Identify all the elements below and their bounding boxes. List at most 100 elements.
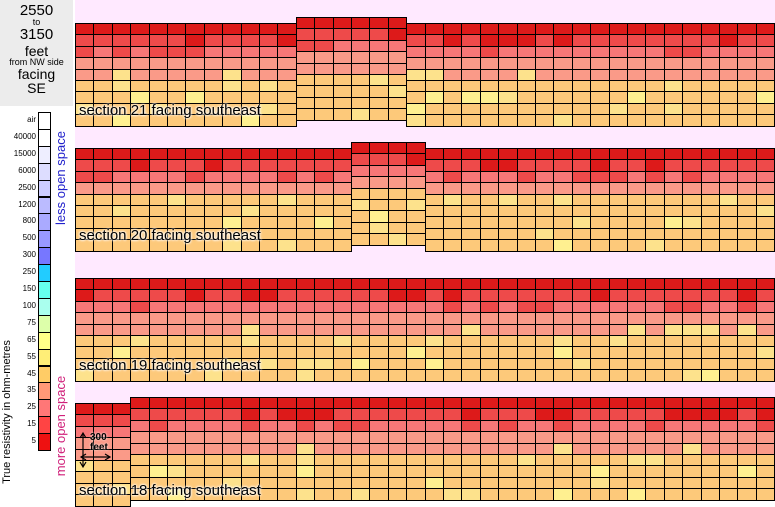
heatmap-cell (443, 369, 463, 382)
scale-swatch (38, 247, 51, 266)
scale-title: True resistivity in ohm-metres (1, 340, 13, 484)
heatmap-cell (627, 369, 647, 382)
heatmap-cell (259, 239, 279, 252)
heatmap-cell (498, 114, 518, 127)
heatmap-cell (627, 239, 647, 252)
heatmap-cell (627, 488, 647, 501)
heatmap-cell (535, 369, 555, 382)
heatmap-cell (719, 239, 739, 252)
heatmap-cell (259, 488, 279, 501)
scale-swatch (38, 162, 51, 181)
scale-tick-label: 25 (27, 402, 36, 412)
scale-swatch (38, 145, 51, 164)
heatmap-cell (387, 233, 408, 246)
heatmap-cell (755, 114, 775, 127)
heatmap-cell (608, 488, 628, 501)
heatmap-cell (443, 114, 463, 127)
scale-tick-label: 15000 (13, 148, 36, 158)
heatmap-cell (663, 114, 684, 127)
heatmap-cell (332, 488, 352, 501)
scale-swatch (38, 297, 51, 316)
less-open-space-label: less open space (53, 131, 68, 225)
scale-tick-label: 55 (27, 351, 36, 361)
heatmap-cell (369, 369, 389, 382)
heatmap-cell (369, 488, 389, 501)
heatmap-cell (627, 114, 647, 127)
scale-swatch (38, 264, 51, 282)
scale-tick-label: 500 (22, 233, 36, 243)
heatmap-cell (737, 369, 757, 382)
heatmap-cell (461, 369, 481, 382)
heatmap-cell (387, 108, 408, 121)
heatmap-cell (443, 488, 463, 501)
scale-swatch (38, 382, 51, 401)
heatmap-cell (332, 108, 352, 121)
section-label: section 20 facing southeast (79, 227, 261, 244)
heatmap-cell (516, 488, 536, 501)
heatmap-cell (608, 369, 628, 382)
heatmap-cell (719, 488, 739, 501)
heatmap-cell (755, 369, 775, 382)
heatmap-cell (332, 369, 352, 382)
heatmap-cell (571, 239, 592, 252)
heatmap-cell (387, 369, 408, 382)
range-end: 3150 (19, 26, 54, 43)
heatmap-cell (535, 114, 555, 127)
heatmap-cell (645, 488, 665, 501)
heatmap-cell (351, 488, 371, 501)
range-reference: from NW side (9, 57, 64, 67)
heatmap-cell (663, 239, 684, 252)
scale-swatch (38, 179, 51, 198)
scale-swatch (38, 230, 51, 249)
heatmap-cell (571, 369, 592, 382)
heatmap-cell (424, 239, 444, 252)
heatmap-cell (351, 369, 371, 382)
heatmap-cell (387, 488, 408, 501)
heatmap-cell (461, 114, 481, 127)
heatmap-cell (314, 239, 334, 252)
heatmap-cell (645, 239, 665, 252)
heatmap-cell (443, 239, 463, 252)
range-unit: feet (24, 43, 49, 59)
scale-tick-label: 6000 (18, 165, 36, 175)
heatmap-cell (295, 488, 316, 501)
heatmap-cell (700, 369, 720, 382)
scale-tick-label: 250 (22, 267, 36, 277)
heatmap-cell (682, 239, 702, 252)
heatmap-cell (590, 114, 610, 127)
scale-swatch (38, 416, 51, 435)
heatmap-cell (682, 114, 702, 127)
heatmap-cell (571, 114, 592, 127)
heatmap-cell (516, 239, 536, 252)
heatmap-cell (259, 114, 279, 127)
scale-swatch (38, 281, 51, 299)
heatmap-cell (277, 239, 297, 252)
heatmap-cell (719, 114, 739, 127)
heatmap-cell (461, 239, 481, 252)
heatmap-cell (516, 114, 536, 127)
heatmap-cell (498, 488, 518, 501)
heatmap-cell (332, 239, 352, 252)
scale-swatch (38, 314, 51, 333)
heatmap-cell (700, 239, 720, 252)
heatmap-cell (516, 369, 536, 382)
section-label: section 21 facing southeast (79, 102, 261, 119)
scale-swatch (38, 365, 51, 384)
heatmap-cell (700, 114, 720, 127)
heatmap-cell (700, 488, 720, 501)
heatmap-cell (277, 114, 297, 127)
scale-swatch (38, 331, 51, 350)
heatmap-cell (608, 114, 628, 127)
scale-tick-label: 1200 (18, 199, 36, 209)
scale-tick-label: 65 (27, 334, 36, 344)
scale-tick-label: 40000 (13, 131, 36, 141)
color-scale-legend: air 40000 15000 6000 2500 1200 800 500 300 250 150… (0, 108, 73, 496)
scale-swatch (38, 196, 51, 215)
heatmap-cell (406, 488, 426, 501)
heatmap-cell (590, 369, 610, 382)
heatmap-cell (645, 369, 665, 382)
heatmap-cell (608, 239, 628, 252)
heatmap-cell (553, 488, 573, 501)
heatmap-cell (535, 239, 555, 252)
heatmap-cell (719, 369, 739, 382)
